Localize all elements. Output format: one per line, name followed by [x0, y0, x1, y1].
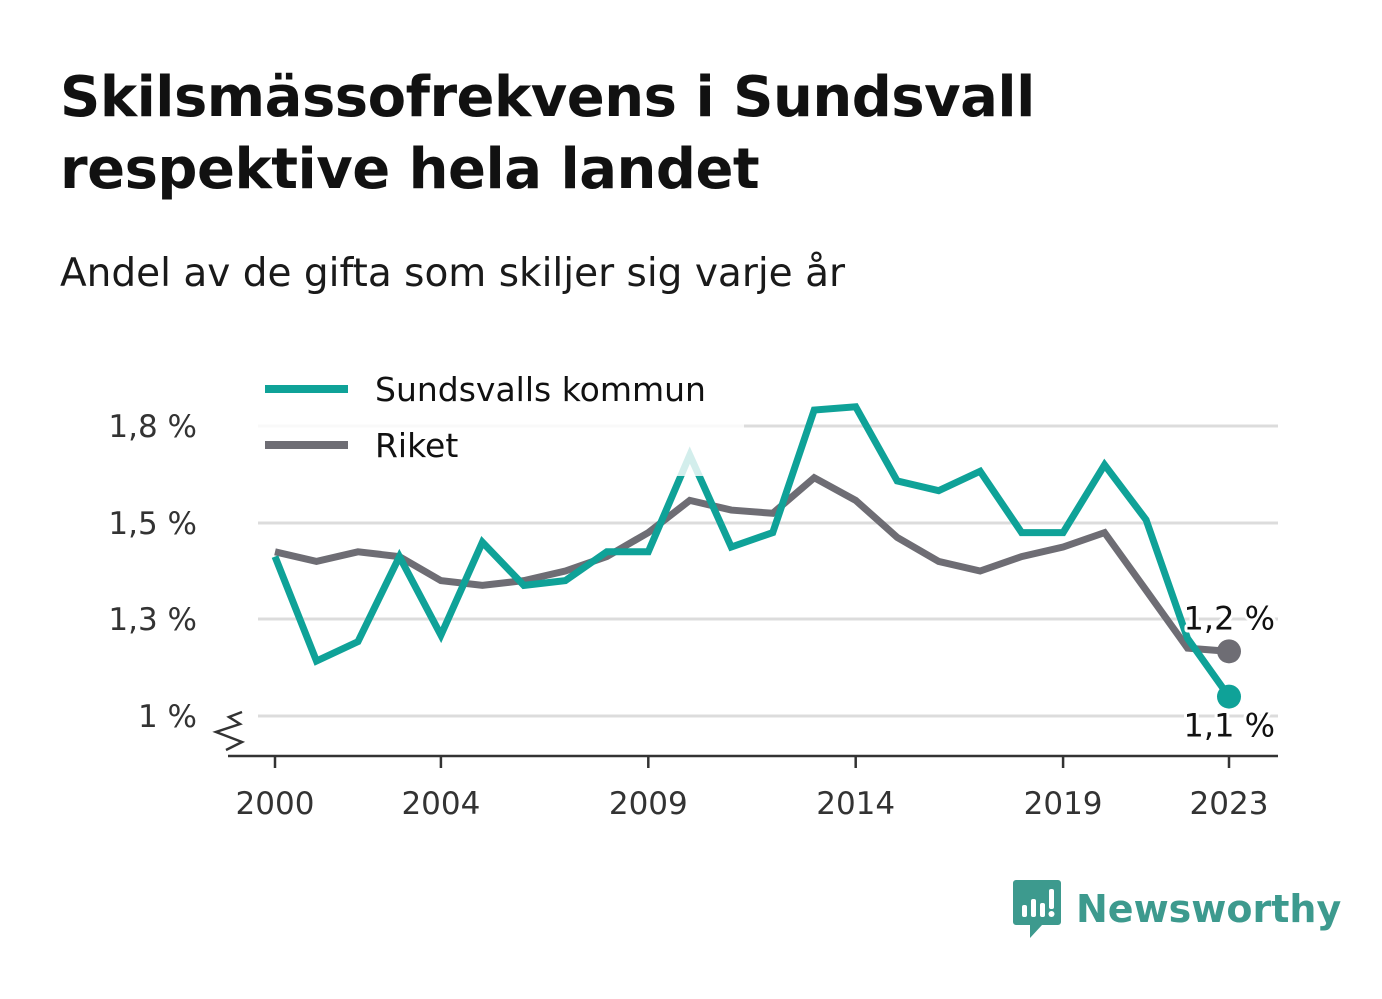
series-line-sundsvall — [271, 403, 1232, 699]
x-tick-label: 2009 — [609, 786, 688, 822]
legend-label: Riket — [375, 426, 458, 465]
end-value-label: 1,2 % — [1184, 599, 1275, 637]
legend: Sundsvalls kommun Riket — [252, 364, 744, 476]
brand-name: Newsworthy — [1076, 887, 1342, 931]
x-tick-label: 2023 — [1190, 786, 1269, 822]
chart-title: Skilsmässofrekvens i Sundsvall respektiv… — [60, 65, 1035, 202]
end-labels: 1,1 % 1,2 % — [1181, 596, 1278, 747]
x-tick-label: 2019 — [1024, 786, 1103, 822]
x-tick-label: 2000 — [236, 786, 315, 822]
end-point-marker — [1217, 684, 1241, 709]
y-tick-label: 1,3 % — [108, 602, 197, 638]
y-tick-label: 1 % — [138, 699, 197, 735]
axes: 1,8 % 1,5 % 1,3 % 1 % 2000 2004 2009 2014 2019 20… — [108, 409, 1278, 822]
series-lines — [271, 403, 1241, 709]
legend-background — [252, 364, 744, 476]
series-line-riket — [274, 473, 1230, 655]
x-tick-label: 2004 — [401, 786, 480, 822]
brand-logo: Newsworthy — [1012, 878, 1341, 940]
y-tick-label: 1,8 % — [108, 409, 197, 445]
y-axis-break-icon — [212, 710, 246, 752]
newsworthy-logo-icon — [1013, 880, 1061, 938]
end-value-label: 1,1 % — [1184, 707, 1275, 745]
x-tick-label: 2014 — [816, 786, 895, 822]
legend-label: Sundsvalls kommun — [375, 370, 706, 409]
end-point-marker — [1217, 639, 1241, 664]
chart-subtitle: Andel av de gifta som skiljer sig varje … — [60, 251, 846, 296]
y-tick-label: 1,5 % — [108, 506, 197, 542]
